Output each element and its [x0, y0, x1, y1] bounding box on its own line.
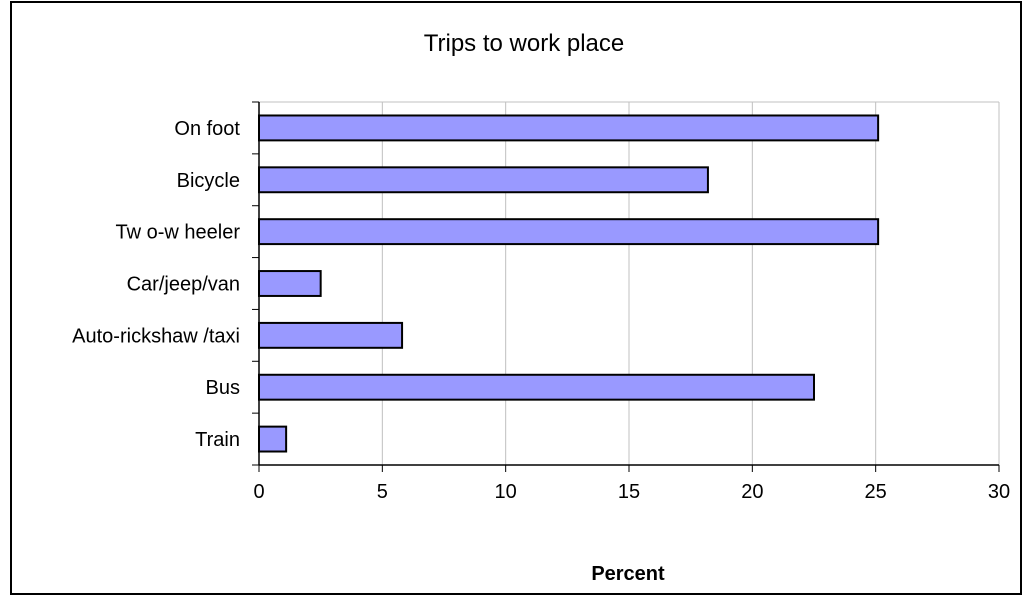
- x-tick-label: 0: [253, 481, 264, 503]
- x-tick-label: 10: [495, 481, 517, 503]
- category-label: Train: [195, 429, 240, 451]
- category-label: On foot: [174, 118, 240, 140]
- x-tick-label: 5: [377, 481, 388, 503]
- gridlines: [259, 101, 1000, 465]
- x-axis-title: Percent: [591, 563, 665, 585]
- category-label: Tw o-w heeler: [116, 222, 241, 244]
- bar: [258, 218, 880, 246]
- bar: [258, 425, 288, 453]
- axes: [252, 101, 1000, 472]
- bar: [258, 270, 322, 297]
- tick-labels: 0 5 10 15 20 25 30 On foot Bicycle Tw o-w heeler C…: [72, 118, 1010, 503]
- chart-title: Trips to work place: [424, 30, 625, 57]
- category-label: Auto-rickshaw /taxi: [72, 325, 240, 347]
- bar: [258, 114, 880, 142]
- chart-frame: [10, 1, 1022, 595]
- category-label: Bicycle: [177, 170, 240, 192]
- bar: [258, 321, 404, 349]
- category-label: Bus: [206, 377, 240, 399]
- bars: [258, 114, 880, 453]
- x-tick-label: 25: [865, 481, 887, 503]
- x-tick-label: 20: [741, 481, 763, 503]
- bar: [258, 373, 815, 401]
- x-tick-label: 30: [988, 481, 1010, 503]
- x-tick-label: 15: [618, 481, 640, 503]
- bar: [258, 166, 709, 194]
- category-label: Car/jeep/van: [127, 274, 240, 296]
